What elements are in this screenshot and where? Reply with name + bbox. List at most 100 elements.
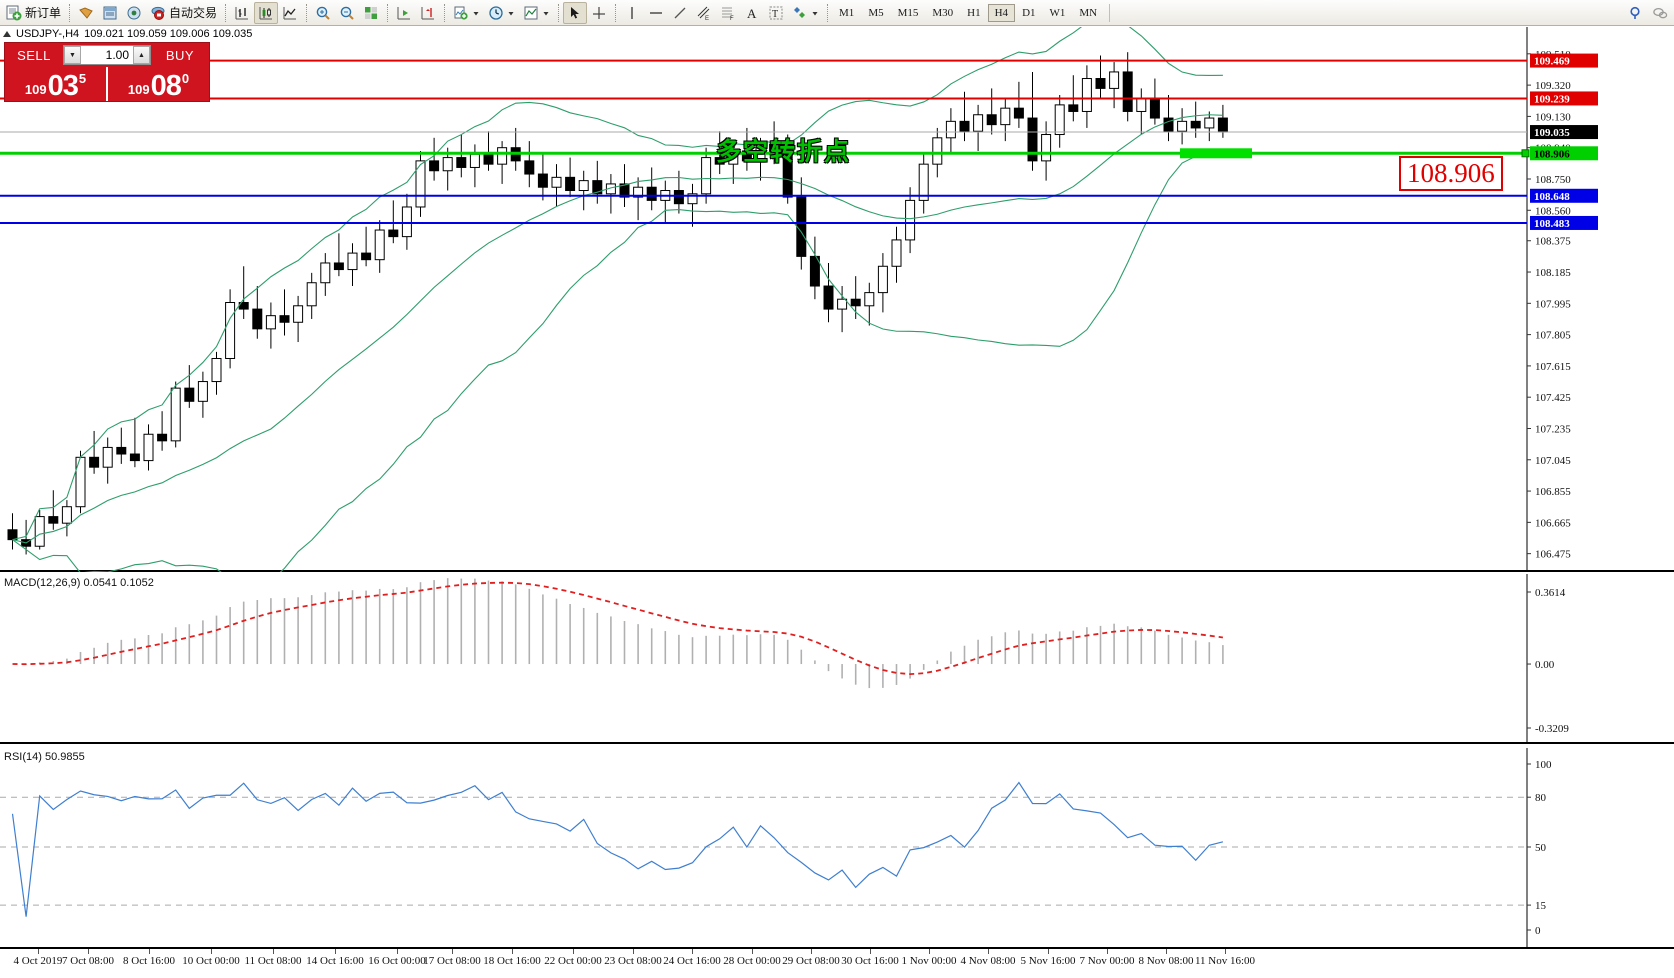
time-axis-label: 30 Oct 16:00 [841, 955, 899, 967]
time-axis[interactable]: 4 Oct 2019 7 Oct 08:00 8 Oct 16:00 10 Oct 0… [0, 948, 1674, 978]
timeframe-h1[interactable]: H1 [967, 6, 981, 19]
sell-price[interactable]: 109 03 5 [5, 67, 106, 101]
symbol-ohlc: 109.021 109.059 109.006 109.035 [84, 27, 253, 40]
timeframe-w1[interactable]: W1 [1049, 6, 1066, 19]
indicators-icon [523, 5, 539, 21]
toolbar-separator [225, 3, 227, 22]
toolbar-separator [444, 3, 446, 22]
timeframe-h4[interactable]: H4 [987, 3, 1016, 22]
rsi-pane[interactable]: 100 80 50 15 0 RSI(14) 50.9855 [0, 748, 1674, 948]
volume-value[interactable]: 1.00 [105, 48, 129, 62]
line-chart-button[interactable] [278, 2, 302, 24]
time-axis-label: 17 Oct 08:00 [423, 955, 481, 967]
toolbar-separator [558, 3, 560, 22]
crosshair-icon [591, 5, 607, 21]
svg-text:T: T [772, 9, 778, 20]
one-click-trading-panel[interactable]: SELL ▼ 1.00 ▲ BUY 109 03 5 109 08 0 [4, 42, 210, 102]
shapes-icon [792, 5, 808, 21]
vertical-line-icon [624, 5, 640, 21]
auto-scroll-button[interactable] [416, 2, 440, 24]
toolbar-separator [387, 3, 389, 22]
chart-shift-button[interactable] [392, 2, 416, 24]
grid-icon [363, 5, 379, 21]
zoom-in-button[interactable] [311, 2, 335, 24]
horizontal-line-button[interactable] [644, 2, 668, 24]
terminal-button[interactable] [74, 2, 98, 24]
fibonacci-button[interactable]: F [716, 2, 740, 24]
sell-price-mid: 03 [47, 70, 79, 103]
price-pane[interactable]: 109.510109.320109.130108.940108.750108.5… [0, 27, 1674, 572]
tile-windows-button[interactable] [359, 2, 383, 24]
volume-decrease-button[interactable]: ▼ [64, 46, 81, 64]
time-axis-label: 4 Oct 2019 [13, 955, 63, 967]
equidistant-channel-button[interactable]: E [692, 2, 716, 24]
time-axis-tick [1225, 949, 1226, 954]
svg-text:106.475: 106.475 [1535, 549, 1571, 561]
timeframe-mn[interactable]: MN [1079, 6, 1098, 19]
symbol-info-bar: USDJPY-,H4 109.021 109.059 109.006 109.0… [0, 27, 252, 40]
timeframe-d1[interactable]: D1 [1022, 6, 1036, 19]
candlestick-icon [258, 5, 274, 21]
navigator-icon [126, 5, 142, 21]
chevron-down-icon[interactable] [542, 5, 550, 21]
period-button[interactable] [484, 2, 519, 24]
chart-text-annotation[interactable]: 多空转折点 [716, 137, 852, 166]
svg-text:107.995: 107.995 [1535, 298, 1571, 310]
time-axis-label: 28 Oct 00:00 [723, 955, 781, 967]
svg-text:F: F [730, 16, 734, 21]
svg-text:108.375: 108.375 [1535, 236, 1571, 248]
timeframe-m30[interactable]: M30 [932, 6, 954, 19]
toolbar-separator [615, 3, 617, 22]
sell-price-big: 109 [24, 82, 47, 97]
buy-price[interactable]: 109 08 0 [106, 67, 209, 101]
time-axis-tick [38, 949, 39, 954]
crosshair-button[interactable] [587, 2, 611, 24]
zoom-out-button[interactable] [335, 2, 359, 24]
bar-chart-icon [234, 5, 250, 21]
svg-text:109.130: 109.130 [1535, 111, 1571, 123]
svg-text:108.185: 108.185 [1535, 267, 1571, 279]
time-axis-label: 11 Oct 08:00 [244, 955, 302, 967]
chevron-down-icon[interactable] [472, 5, 480, 21]
zoom-in-icon [315, 5, 331, 21]
text-button[interactable]: A [740, 2, 764, 24]
svg-text:108.906: 108.906 [1534, 148, 1570, 160]
timeframe-m1[interactable]: M1 [839, 6, 855, 19]
time-axis-tick [397, 949, 398, 954]
svg-text:108.750: 108.750 [1535, 174, 1571, 186]
trendline-button[interactable] [668, 2, 692, 24]
cursor-button[interactable] [563, 1, 588, 24]
volume-input-group[interactable]: ▼ 1.00 ▲ [63, 45, 151, 65]
main-toolbar: 新订单 自动交易 [0, 0, 1674, 26]
chat-button[interactable] [1648, 2, 1672, 24]
sell-button[interactable]: SELL [17, 47, 51, 63]
svg-text:15: 15 [1535, 900, 1547, 912]
channel-icon: E [696, 5, 712, 21]
macd-pane[interactable]: 0.3614 0.00 -0.3209 MACD(12,26,9) 0.0541 0… [0, 574, 1674, 744]
search-button[interactable] [1624, 2, 1648, 24]
svg-text:107.425: 107.425 [1535, 392, 1571, 404]
time-axis-label: 18 Oct 16:00 [483, 955, 541, 967]
indicators-button[interactable] [519, 2, 554, 24]
timeframe-m5[interactable]: M5 [868, 6, 884, 19]
bar-chart-button[interactable] [230, 2, 254, 24]
shapes-button[interactable] [788, 2, 823, 24]
timeframe-m15[interactable]: M15 [897, 6, 919, 19]
template-icon [453, 5, 469, 21]
chevron-down-icon[interactable] [811, 5, 819, 21]
toolbar-separator [306, 3, 308, 22]
autotrading-button[interactable]: 自动交易 [146, 2, 221, 24]
text-label-button[interactable]: T [764, 2, 788, 24]
collapse-triangle-icon[interactable] [3, 30, 11, 37]
chevron-down-icon[interactable] [507, 5, 515, 21]
candlestick-chart-button[interactable] [254, 1, 279, 24]
buy-button[interactable]: BUY [165, 47, 195, 63]
vertical-line-button[interactable] [620, 2, 644, 24]
pivot-price-label[interactable]: 108.906 [1399, 156, 1503, 191]
navigator-button[interactable] [122, 2, 146, 24]
new-order-button[interactable]: 新订单 [2, 2, 65, 24]
time-axis-label: 29 Oct 08:00 [782, 955, 840, 967]
templates-button[interactable] [449, 2, 484, 24]
volume-increase-button[interactable]: ▲ [133, 46, 150, 64]
data-window-button[interactable] [98, 2, 122, 24]
